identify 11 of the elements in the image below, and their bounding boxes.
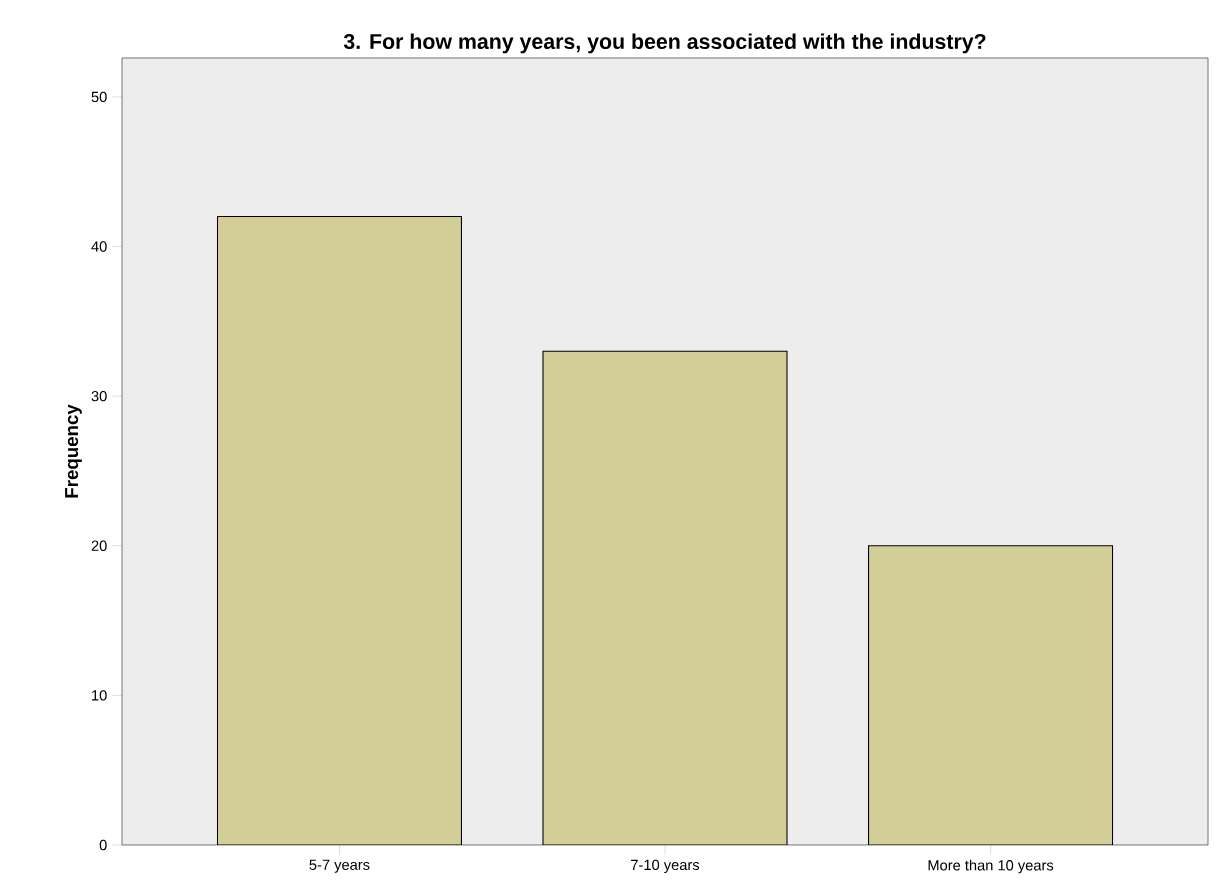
y-tick-label: 10 xyxy=(92,690,107,701)
y-tick-label: 20 xyxy=(91,540,107,551)
y-tick-label: 30 xyxy=(91,390,107,402)
x-tick-label: More than 10 years xyxy=(928,859,1054,874)
chart-title: 3. For how many years, you been associated with the industry? xyxy=(343,33,986,54)
y-tick-label: 40 xyxy=(91,241,107,252)
x-tick-label: 5-7 years xyxy=(309,859,370,873)
x-tick-label: 7-10 years xyxy=(631,859,700,873)
y-tick-label: 50 xyxy=(91,91,107,103)
y-axis-title: Frequency xyxy=(65,404,82,498)
y-tick-label: 0 xyxy=(99,839,107,851)
